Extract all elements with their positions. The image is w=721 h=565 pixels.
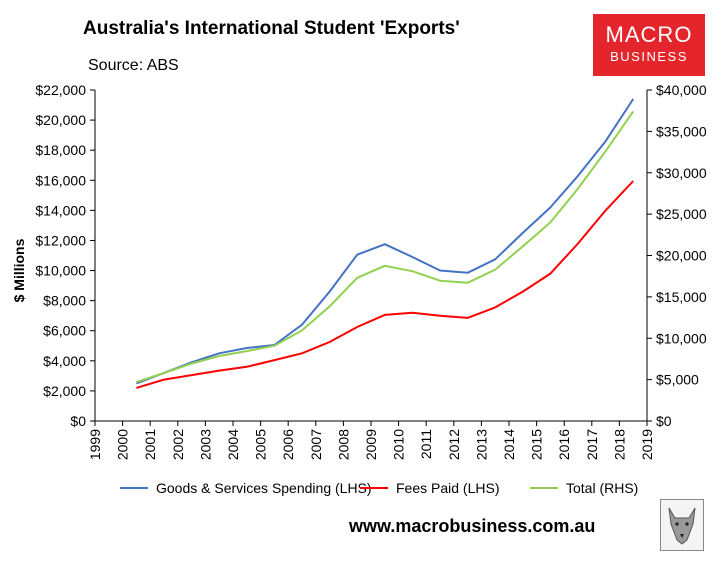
- x-tick-label: 2018: [611, 429, 627, 460]
- chart-axes: [94, 90, 648, 422]
- y-right-tick-label: $25,000: [656, 206, 707, 222]
- x-tick-label: 2009: [363, 429, 379, 460]
- y-left-tick-label: $20,000: [35, 112, 86, 128]
- y-left-tick-label: $16,000: [35, 172, 86, 188]
- y-right-tick-label: $40,000: [656, 82, 707, 98]
- x-tick-label: 1999: [87, 429, 103, 460]
- logo-line-2: BUSINESS: [610, 49, 688, 64]
- chart-series: [136, 98, 635, 389]
- x-tick-label: 2001: [142, 429, 158, 460]
- x-tick-label: 2011: [418, 429, 434, 459]
- x-tick-label: 2002: [170, 429, 186, 460]
- y-left-tick-label: $10,000: [35, 263, 86, 279]
- series-line: [136, 110, 635, 384]
- chart-legend: Goods & Services Spending (LHS) Fees Paid…: [120, 480, 660, 500]
- website-url: www.macrobusiness.com.au: [349, 516, 596, 536]
- chart-ticks: $0 $2,000 $4,000 $6,000 $8,000 $10,000 $12,000…: [35, 82, 706, 460]
- x-tick-label: 2014: [501, 429, 517, 460]
- chart-source: Source: ABS: [88, 57, 179, 74]
- wolf-icon: [660, 499, 704, 551]
- y-axis-label: $ Millions: [11, 238, 27, 302]
- y-left-tick-label: $0: [70, 413, 86, 429]
- logo-line-1: MACRO: [605, 22, 693, 47]
- x-tick-label: 2000: [115, 429, 131, 460]
- macrobusiness-logo: MACRO BUSINESS: [593, 14, 705, 76]
- legend-swatch: [530, 487, 558, 489]
- y-left-tick-label: $22,000: [35, 82, 86, 98]
- y-right-tick-label: $10,000: [656, 330, 707, 346]
- y-left-tick-label: $18,000: [35, 142, 86, 158]
- x-tick-label: 2006: [280, 429, 296, 460]
- y-right-tick-label: $5,000: [656, 372, 699, 388]
- x-tick-label: 2017: [584, 429, 600, 460]
- chart-title: Australia's International Student 'Expor…: [83, 18, 460, 39]
- y-right-tick-label: $35,000: [656, 123, 707, 139]
- y-right-tick-label: $15,000: [656, 289, 707, 305]
- series-line: [136, 180, 634, 389]
- y-left-tick-label: $8,000: [43, 293, 86, 309]
- y-right-tick-label: $20,000: [656, 248, 707, 264]
- legend-swatch: [360, 487, 388, 489]
- legend-label: Total (RHS): [566, 480, 639, 496]
- legend-item: Total (RHS): [530, 480, 638, 496]
- y-left-tick-label: $6,000: [43, 323, 86, 339]
- x-tick-label: 2016: [556, 429, 572, 460]
- legend-label: Goods & Services Spending (LHS): [156, 480, 372, 496]
- y-right-tick-label: $0: [656, 413, 672, 429]
- legend-label: Fees Paid (LHS): [396, 480, 500, 496]
- y-left-tick-label: $2,000: [43, 383, 86, 399]
- x-tick-label: 2019: [639, 429, 655, 460]
- y-left-tick-label: $4,000: [43, 353, 86, 369]
- x-tick-label: 2007: [308, 429, 324, 460]
- x-tick-label: 2003: [197, 429, 213, 460]
- legend-swatch: [120, 487, 148, 489]
- x-tick-label: 2013: [473, 429, 489, 460]
- legend-item: Fees Paid (LHS): [360, 480, 499, 496]
- x-tick-label: 2004: [225, 429, 241, 460]
- x-tick-label: 2012: [446, 429, 462, 460]
- x-tick-label: 2015: [529, 429, 545, 460]
- series-line: [136, 98, 635, 385]
- x-tick-label: 2005: [253, 429, 269, 460]
- y-left-tick-label: $14,000: [35, 202, 86, 218]
- legend-item: Goods & Services Spending (LHS): [120, 480, 372, 496]
- y-right-tick-label: $30,000: [656, 165, 707, 181]
- y-left-tick-label: $12,000: [35, 232, 86, 248]
- x-tick-label: 2008: [335, 429, 351, 460]
- x-tick-label: 2010: [391, 429, 407, 460]
